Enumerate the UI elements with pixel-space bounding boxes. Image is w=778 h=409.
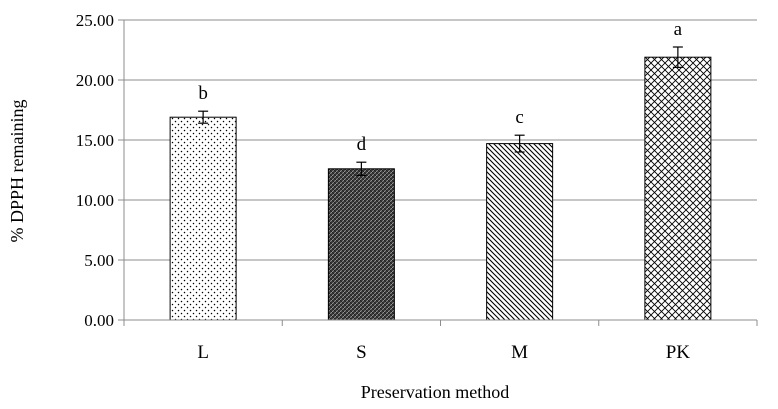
y-tick-label: 10.00	[76, 191, 114, 210]
y-tick-label: 5.00	[84, 251, 114, 270]
category-label: L	[197, 342, 209, 363]
y-axis-title: % DPPH remaining	[7, 100, 27, 243]
y-tick-label: 25.00	[76, 11, 114, 30]
labels: 0.00 5.00 10.00 15.00 20.00 25.00 b Ld Sc Ma PK	[76, 11, 691, 363]
y-tick-label: 0.00	[84, 311, 114, 330]
category-label: PK	[666, 342, 691, 363]
axes	[118, 19, 758, 326]
bars	[169, 46, 712, 321]
category-label: S	[356, 342, 367, 363]
significance-letter: a	[674, 19, 683, 40]
category-label: M	[511, 342, 528, 363]
bar-s	[327, 168, 395, 321]
significance-letter: d	[357, 134, 367, 155]
bar-pk	[644, 56, 712, 321]
y-tick-label: 15.00	[76, 131, 114, 150]
significance-letter: c	[515, 107, 523, 128]
y-tick-label: 20.00	[76, 71, 114, 90]
x-axis-title: Preservation method	[361, 382, 509, 402]
bar-m	[486, 143, 554, 321]
bar-l	[169, 116, 237, 321]
significance-letter: b	[198, 83, 208, 104]
